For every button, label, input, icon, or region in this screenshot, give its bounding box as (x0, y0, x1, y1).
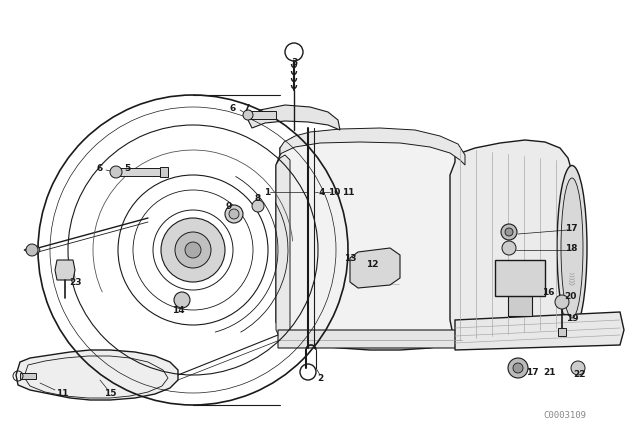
Text: 21: 21 (543, 367, 556, 376)
Text: 8: 8 (255, 194, 261, 202)
Polygon shape (20, 373, 36, 379)
Circle shape (110, 166, 122, 178)
Polygon shape (455, 312, 624, 350)
Polygon shape (55, 260, 75, 280)
Circle shape (174, 292, 190, 308)
Circle shape (513, 363, 523, 373)
Polygon shape (450, 140, 572, 342)
Circle shape (508, 358, 528, 378)
Circle shape (502, 241, 516, 255)
Polygon shape (16, 350, 178, 400)
Text: 5: 5 (124, 164, 130, 172)
Polygon shape (24, 246, 40, 254)
Text: 11: 11 (342, 188, 355, 197)
Text: 20: 20 (564, 292, 576, 301)
Circle shape (501, 224, 517, 240)
Polygon shape (276, 130, 465, 350)
Text: 23: 23 (70, 277, 83, 287)
Circle shape (229, 209, 239, 219)
Circle shape (225, 205, 243, 223)
Text: 3: 3 (291, 57, 297, 66)
Circle shape (175, 232, 211, 268)
Ellipse shape (557, 165, 587, 331)
Text: 6: 6 (97, 164, 103, 172)
Text: 19: 19 (566, 314, 579, 323)
Polygon shape (278, 330, 462, 348)
Text: 11: 11 (56, 388, 68, 397)
Text: 15: 15 (104, 388, 116, 397)
Circle shape (161, 218, 225, 282)
Polygon shape (160, 167, 168, 177)
Text: 22: 22 (573, 370, 586, 379)
Polygon shape (558, 328, 566, 336)
Circle shape (555, 295, 569, 309)
Polygon shape (508, 296, 532, 316)
Ellipse shape (561, 178, 583, 318)
Circle shape (505, 228, 513, 236)
Polygon shape (350, 248, 400, 288)
Circle shape (571, 361, 585, 375)
Polygon shape (495, 260, 545, 296)
Text: 16: 16 (541, 288, 554, 297)
Polygon shape (250, 111, 276, 119)
Text: C0003109: C0003109 (543, 410, 586, 419)
Text: 1: 1 (264, 188, 270, 197)
Text: 17: 17 (564, 224, 577, 233)
Polygon shape (118, 168, 160, 176)
Text: 7: 7 (244, 103, 250, 112)
Polygon shape (248, 105, 340, 130)
Text: 18: 18 (564, 244, 577, 253)
Text: 9: 9 (226, 202, 232, 211)
Text: 4: 4 (319, 188, 325, 197)
Text: 17: 17 (525, 367, 538, 376)
Text: 13: 13 (344, 254, 356, 263)
Polygon shape (280, 128, 465, 165)
Circle shape (243, 110, 253, 120)
Text: 2: 2 (317, 374, 323, 383)
Circle shape (185, 242, 201, 258)
Circle shape (252, 200, 264, 212)
Text: 6: 6 (230, 103, 236, 112)
Text: 12: 12 (365, 259, 378, 268)
Text: 10: 10 (328, 188, 340, 197)
Text: 14: 14 (172, 306, 184, 314)
Polygon shape (276, 155, 290, 340)
Circle shape (26, 244, 38, 256)
